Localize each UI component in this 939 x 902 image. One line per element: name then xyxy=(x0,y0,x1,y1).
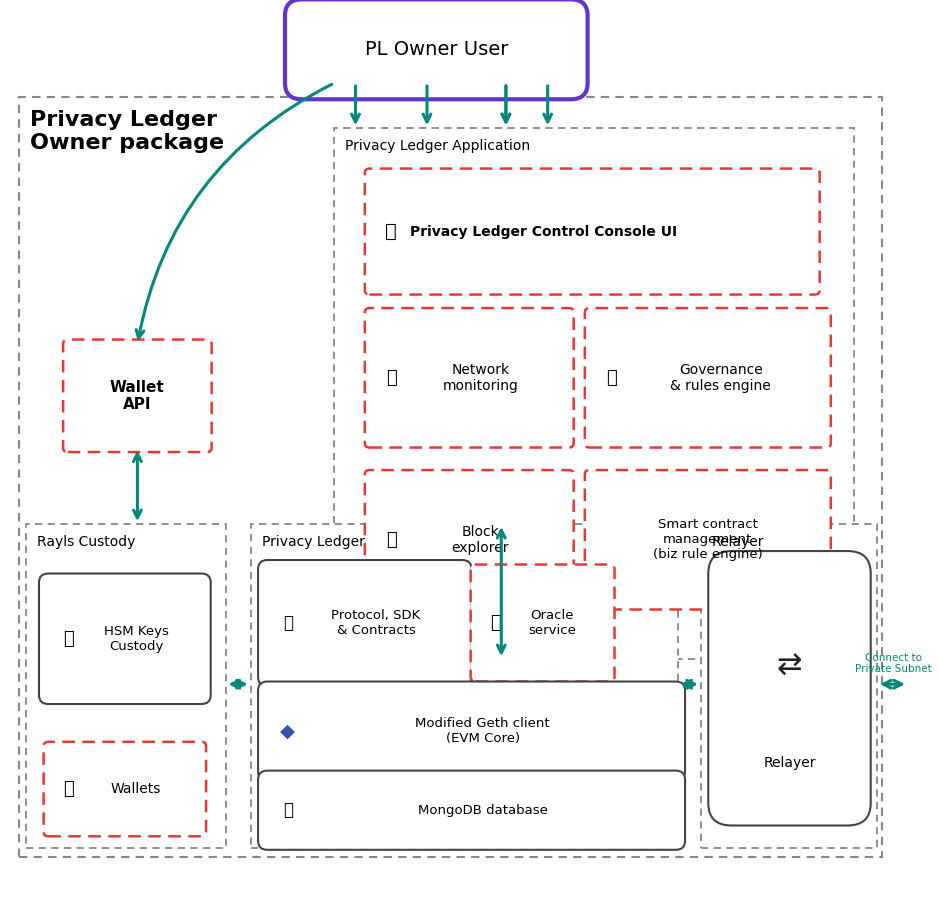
Text: ⇄: ⇄ xyxy=(777,651,802,680)
FancyBboxPatch shape xyxy=(39,574,210,704)
FancyBboxPatch shape xyxy=(285,0,588,99)
Bar xyxy=(251,524,678,848)
Text: Privacy Ledger Application: Privacy Ledger Application xyxy=(346,139,531,152)
Text: HSM Keys
Custody: HSM Keys Custody xyxy=(103,625,168,653)
Text: Block
explorer: Block explorer xyxy=(452,525,509,555)
Text: PL Owner User: PL Owner User xyxy=(364,40,508,59)
Text: 📄: 📄 xyxy=(283,614,293,632)
Text: Privacy Ledger Control Console UI: Privacy Ledger Control Console UI xyxy=(410,225,677,238)
Text: Wallets: Wallets xyxy=(111,782,162,796)
Bar xyxy=(26,524,225,848)
Text: Privacy Ledger
Owner package: Privacy Ledger Owner package xyxy=(30,110,223,153)
Text: 📋: 📋 xyxy=(607,369,617,387)
Text: Wallet
API: Wallet API xyxy=(110,380,164,412)
FancyBboxPatch shape xyxy=(258,682,685,780)
FancyBboxPatch shape xyxy=(63,339,211,452)
Text: Oracle
service: Oracle service xyxy=(528,609,576,637)
Text: Connect to
Private Subnet: Connect to Private Subnet xyxy=(854,653,931,675)
FancyBboxPatch shape xyxy=(708,551,870,825)
Text: 📈: 📈 xyxy=(386,369,397,387)
FancyBboxPatch shape xyxy=(258,560,471,686)
Bar xyxy=(700,524,877,848)
Text: 📦: 📦 xyxy=(386,530,397,548)
Bar xyxy=(334,128,854,659)
Text: 👁: 👁 xyxy=(490,614,501,632)
FancyBboxPatch shape xyxy=(470,565,614,682)
FancyBboxPatch shape xyxy=(43,741,206,836)
Text: 🔑: 🔑 xyxy=(63,630,74,648)
FancyBboxPatch shape xyxy=(365,169,820,295)
Text: Rayls Custody: Rayls Custody xyxy=(38,535,135,548)
Text: ◆: ◆ xyxy=(280,722,295,741)
Text: 🖥: 🖥 xyxy=(385,222,396,241)
Text: Modified Geth client
(EVM Core): Modified Geth client (EVM Core) xyxy=(415,717,550,745)
Text: 🗄: 🗄 xyxy=(283,801,293,819)
Text: MongoDB database: MongoDB database xyxy=(418,804,547,816)
Text: Privacy Ledger: Privacy Ledger xyxy=(262,535,364,548)
Bar xyxy=(19,97,882,857)
Text: Protocol, SDK
& Contracts: Protocol, SDK & Contracts xyxy=(331,609,421,637)
FancyBboxPatch shape xyxy=(258,770,685,850)
Text: Governance
& rules engine: Governance & rules engine xyxy=(670,363,771,393)
Text: Relayer: Relayer xyxy=(763,756,816,769)
Text: Smart contract
management
(biz rule engine): Smart contract management (biz rule engi… xyxy=(653,519,762,561)
FancyBboxPatch shape xyxy=(585,470,831,610)
FancyBboxPatch shape xyxy=(585,308,831,447)
Text: Relayer: Relayer xyxy=(712,535,764,548)
FancyBboxPatch shape xyxy=(365,308,574,447)
FancyBboxPatch shape xyxy=(365,470,574,610)
Text: 👛: 👛 xyxy=(63,780,74,798)
Text: Network
monitoring: Network monitoring xyxy=(442,363,518,393)
